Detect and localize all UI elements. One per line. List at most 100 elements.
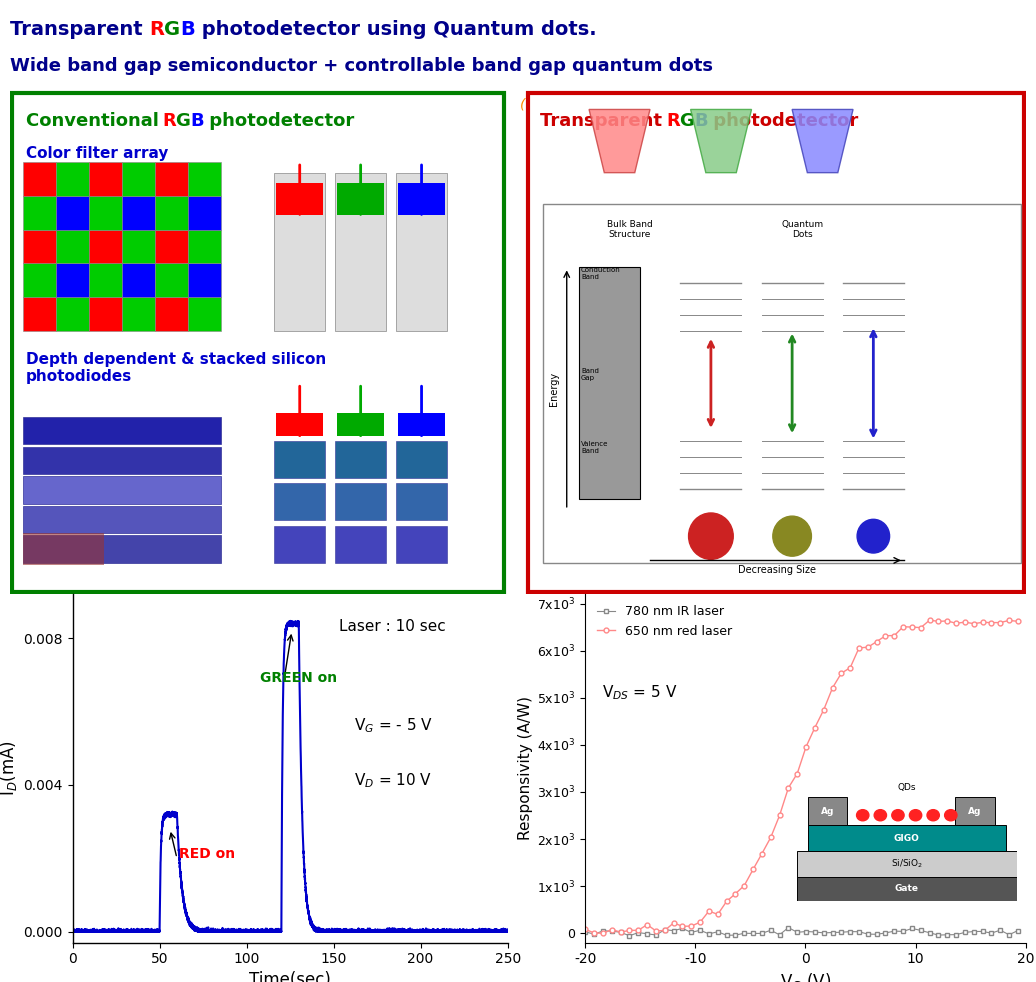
Bar [396, 525, 447, 563]
780 nm IR laser [702, 928, 715, 940]
780 nm IR laser [809, 926, 822, 938]
650 nm red laser [941, 615, 953, 627]
Bar [56, 263, 88, 297]
650 nm red laser [792, 768, 804, 780]
Text: V$_G$ = - 5 V: V$_G$ = - 5 V [354, 716, 433, 735]
Bar [544, 204, 1020, 563]
650 nm red laser [932, 616, 945, 627]
650 nm red laser [976, 617, 988, 628]
Text: Depth dependent & stacked silicon
photodiodes: Depth dependent & stacked silicon photod… [26, 352, 326, 384]
Bar [23, 297, 56, 331]
Bar [23, 162, 56, 195]
Bar [336, 525, 386, 563]
Text: B: B [694, 112, 708, 130]
650 nm red laser [905, 622, 918, 633]
Legend: 780 nm IR laser, 650 nm red laser: 780 nm IR laser, 650 nm red laser [592, 600, 738, 642]
780 nm IR laser [773, 929, 785, 941]
650 nm red laser [720, 896, 732, 907]
FancyBboxPatch shape [528, 92, 1024, 592]
Bar [188, 195, 221, 230]
650 nm red laser [915, 622, 927, 633]
Bar [275, 173, 325, 331]
650 nm red laser [817, 704, 830, 716]
780 nm IR laser [905, 922, 918, 934]
780 nm IR laser [597, 925, 609, 937]
650 nm red laser [659, 924, 671, 936]
650 nm red laser [773, 809, 785, 821]
Bar [23, 476, 221, 504]
780 nm IR laser [694, 924, 707, 936]
650 nm red laser [985, 617, 998, 628]
650 nm red laser [870, 635, 883, 647]
650 nm red laser [897, 621, 910, 632]
Bar [396, 483, 447, 520]
780 nm IR laser [915, 924, 927, 936]
780 nm IR laser [941, 929, 953, 941]
Text: B: B [190, 112, 204, 130]
Bar [88, 297, 121, 331]
650 nm red laser [995, 617, 1007, 628]
780 nm IR laser [588, 928, 601, 940]
650 nm red laser [712, 908, 724, 920]
780 nm IR laser [950, 929, 962, 941]
Bar [188, 263, 221, 297]
Bar [121, 297, 154, 331]
Bar [88, 263, 121, 297]
Text: Color filter array: Color filter array [26, 146, 168, 161]
650 nm red laser [1012, 616, 1025, 627]
Text: Laser : 10 sec: Laser : 10 sec [339, 619, 445, 633]
Bar [579, 267, 640, 499]
650 nm red laser [606, 924, 618, 936]
Bar [275, 441, 325, 478]
650 nm red laser [632, 924, 644, 936]
Bar [56, 195, 88, 230]
780 nm IR laser [827, 927, 839, 939]
780 nm IR laser [685, 927, 697, 939]
Bar [275, 525, 325, 563]
650 nm red laser [880, 629, 892, 641]
650 nm red laser [677, 920, 689, 932]
Text: RED on: RED on [178, 847, 235, 861]
Bar [56, 230, 88, 263]
780 nm IR laser [614, 926, 627, 938]
Bar [154, 230, 188, 263]
Bar [88, 195, 121, 230]
780 nm IR laser [844, 926, 857, 938]
780 nm IR laser [853, 926, 865, 938]
Bar [277, 184, 323, 215]
Circle shape [689, 513, 733, 560]
Text: Bulk Band
Structure: Bulk Band Structure [607, 220, 653, 240]
Text: Transparent: Transparent [10, 20, 149, 38]
Bar [336, 441, 386, 478]
780 nm IR laser [579, 926, 592, 938]
780 nm IR laser [880, 927, 892, 939]
Bar [121, 162, 154, 195]
X-axis label: Time(sec): Time(sec) [249, 970, 332, 982]
780 nm IR laser [800, 926, 812, 938]
Bar [56, 162, 88, 195]
Polygon shape [589, 109, 650, 173]
Bar [396, 173, 447, 331]
780 nm IR laser [624, 930, 636, 942]
Bar [23, 506, 221, 533]
Bar [23, 535, 221, 563]
Bar [398, 412, 444, 436]
Bar [154, 263, 188, 297]
Bar [188, 230, 221, 263]
780 nm IR laser [738, 927, 750, 939]
Bar [338, 184, 384, 215]
780 nm IR laser [606, 925, 618, 937]
650 nm red laser [827, 682, 839, 693]
Bar [88, 230, 121, 263]
780 nm IR laser [888, 925, 900, 937]
Circle shape [857, 519, 890, 553]
Bar [23, 263, 56, 297]
Text: B: B [180, 20, 195, 38]
Bar [398, 184, 444, 215]
650 nm red laser [782, 782, 795, 793]
Text: G: G [165, 20, 180, 38]
650 nm red laser [950, 618, 962, 629]
650 nm red laser [650, 925, 662, 937]
Bar [338, 412, 384, 436]
650 nm red laser [809, 722, 822, 734]
